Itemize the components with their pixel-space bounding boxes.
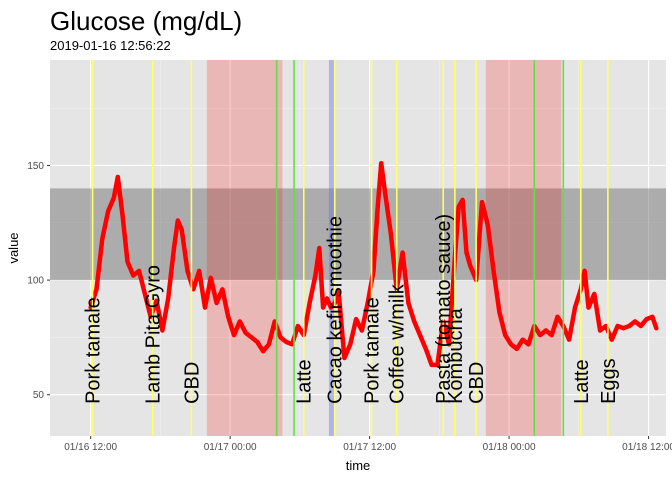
event-label: CBD	[181, 362, 203, 404]
event-labels-layer: Pork tamale Lamb Pita Gyro CBD Latte Cacao k…	[83, 214, 620, 404]
event-label: Eggs	[598, 358, 620, 404]
event-lines-layer	[91, 60, 609, 436]
series-layer	[88, 160, 659, 368]
x-tick-label: 01/18 00:00	[483, 442, 536, 453]
y-tick-label: 100	[27, 276, 44, 287]
x-tick-label: 01/17 12:00	[343, 442, 396, 453]
y-tick-label: 150	[27, 161, 44, 172]
event-label: Latte	[294, 359, 316, 403]
event-label: Coffee w/milk	[387, 283, 409, 404]
chart-subtitle: 2019-01-16 12:56:22	[50, 38, 171, 53]
x-tick-label: 01/18 12:00	[622, 442, 672, 453]
event-label: CBD	[466, 362, 488, 404]
y-tick-label: 50	[33, 390, 45, 401]
event-label: Kombucha	[445, 307, 467, 403]
x-tick-label: 01/17 00:00	[204, 442, 257, 453]
sleep-period-band	[485, 60, 562, 436]
y-axis-title: value	[6, 232, 21, 263]
event-label: Cacao kefir smoothie	[325, 216, 347, 404]
event-label: Pork tamale	[83, 297, 105, 404]
sleep-period-band	[206, 60, 283, 436]
x-axis-title: time	[346, 458, 371, 473]
event-label: Latte	[571, 359, 593, 403]
event-label: Pasta (tomato sauce)	[433, 214, 455, 404]
event-label: Lamb Pita Gyro	[143, 265, 165, 404]
exercise-period-band	[328, 60, 334, 436]
x-tick-label: 01/16 12:00	[64, 442, 117, 453]
glucose-series-line	[88, 160, 659, 368]
event-label: Pork tamale	[362, 297, 384, 404]
axes: 50 100 150 01/16 12:00 01/17 00:00 01/17 12:0…	[27, 161, 672, 453]
chart-title: Glucose (mg/dL)	[50, 6, 242, 36]
